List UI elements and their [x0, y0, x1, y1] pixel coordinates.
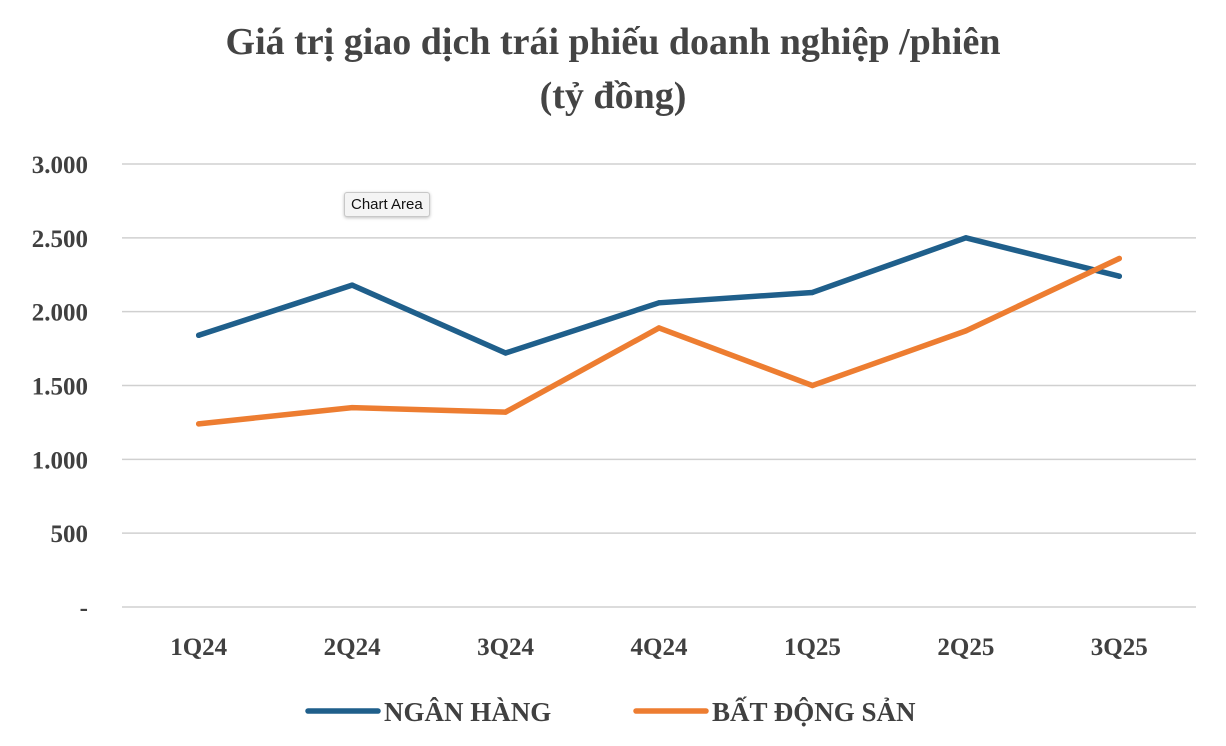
data-point — [809, 289, 816, 296]
legend-label: NGÂN HÀNG — [384, 697, 551, 727]
data-point — [809, 382, 816, 389]
y-tick-label: 1.500 — [32, 374, 88, 401]
y-tick-label: 3.000 — [32, 152, 88, 179]
data-point — [349, 404, 355, 411]
x-tick-label: 1Q25 — [784, 634, 841, 661]
y-tick-label: 2.000 — [32, 300, 88, 327]
data-point — [502, 409, 509, 415]
chart-area-tooltip: Chart Area — [344, 192, 430, 217]
data-point — [196, 332, 202, 338]
legend-label: BẤT ĐỘNG SẢN — [712, 696, 916, 727]
x-tick-label: 3Q25 — [1091, 634, 1148, 661]
x-tick-label: 2Q25 — [937, 634, 994, 661]
y-tick-label: 500 — [51, 521, 89, 548]
x-tick-label: 4Q24 — [631, 634, 688, 661]
data-point — [1116, 273, 1122, 279]
data-point — [502, 350, 509, 356]
data-point — [963, 235, 969, 241]
chart-subtitle: (tỷ đồng) — [539, 75, 687, 117]
x-tick-label: 1Q24 — [170, 634, 227, 661]
y-tick-label: - — [80, 595, 88, 622]
x-tick-label: 2Q24 — [324, 634, 381, 661]
data-point — [1116, 255, 1122, 262]
data-point — [656, 325, 662, 331]
x-tick-label: 3Q24 — [477, 634, 534, 661]
data-point — [656, 300, 662, 306]
data-point — [196, 421, 202, 427]
series-line-ngan-hang — [195, 235, 1123, 356]
y-tick-label: 1.000 — [32, 447, 88, 474]
series-line-bat-dong-san — [195, 255, 1123, 427]
data-point — [349, 282, 355, 288]
data-point — [963, 328, 969, 334]
chart-title: Giá trị giao dịch trái phiếu doanh nghiệ… — [225, 21, 1001, 63]
y-tick-label: 2.500 — [32, 226, 88, 253]
